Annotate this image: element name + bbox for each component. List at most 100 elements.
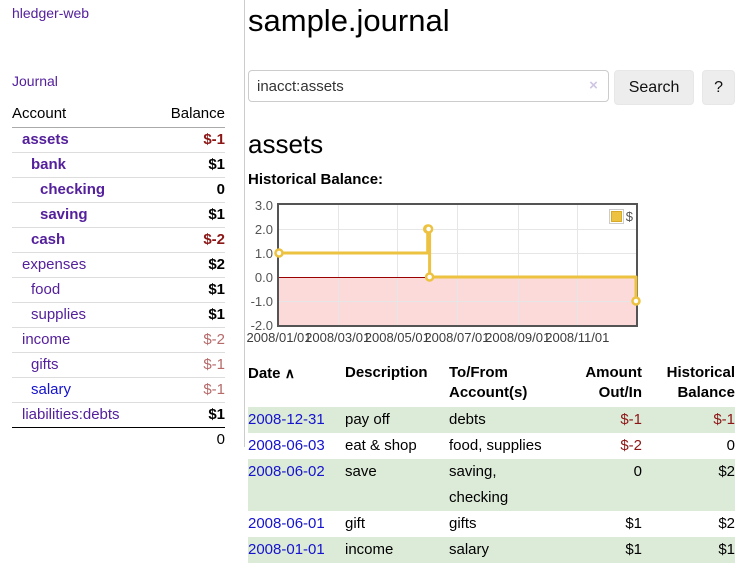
register-balance: $2: [718, 515, 735, 532]
register-row[interactable]: 2008-12-31 pay off debts $-1 $-1: [248, 407, 735, 433]
account-row: food $1: [12, 277, 225, 303]
account-name-cell: checking: [12, 177, 154, 203]
account-row: salary $-1: [12, 377, 225, 403]
data-point: [423, 224, 434, 234]
x-tick-label: 2008/03/01: [305, 330, 371, 345]
register-accounts: food, supplies: [449, 437, 542, 454]
y-tick-label: 3.0: [254, 198, 273, 213]
account-balance: $1: [153, 302, 225, 328]
account-link[interactable]: liabilities:debts: [22, 406, 120, 423]
gridline-v: [577, 205, 579, 325]
register-date-link[interactable]: 2008-06-01: [248, 515, 325, 532]
help-button[interactable]: ?: [702, 70, 735, 105]
account-name-cell: cash: [12, 227, 154, 253]
account-link[interactable]: saving: [40, 206, 88, 223]
register-accounts: salary: [449, 541, 490, 558]
account-link[interactable]: assets: [22, 131, 69, 148]
register-row[interactable]: 2008-06-03 eat & shop food, supplies $-2 0: [248, 433, 735, 459]
accounts-header-balance: Balance: [153, 104, 225, 128]
page-title: sample.journal: [248, 3, 450, 38]
account-link[interactable]: bank: [31, 156, 67, 173]
account-link[interactable]: supplies: [31, 306, 87, 323]
y-tick-label: -1.0: [250, 294, 273, 309]
register-balance: $-1: [713, 411, 735, 428]
y-tick-label: 1.0: [254, 246, 273, 261]
register-description: pay off: [345, 411, 390, 428]
register-row[interactable]: 2008-06-02 save saving, checking 0 $2: [248, 459, 735, 511]
register-accounts: gifts: [449, 515, 477, 532]
register-header-accounts: To/From Account(s): [449, 364, 528, 401]
y-tick-label: -2.0: [250, 318, 273, 333]
account-row: cash $-2: [12, 227, 225, 253]
register-date-link[interactable]: 2008-06-03: [248, 437, 325, 454]
gridline-h: [279, 253, 636, 254]
sidebar: hledger-web Journal Account Balance asse…: [0, 0, 245, 452]
register-header-row: Date ∧ Description To/From Account(s) Am…: [248, 363, 735, 407]
register-date-link[interactable]: 2008-06-02: [248, 463, 325, 480]
gridline-v: [397, 205, 399, 325]
account-link[interactable]: gifts: [31, 356, 59, 373]
account-link[interactable]: checking: [40, 181, 106, 198]
account-name-cell: saving: [12, 202, 154, 228]
data-point: [274, 248, 284, 258]
register-date-cell: 2008-01-01: [248, 537, 345, 563]
account-name-cell: gifts: [12, 352, 154, 378]
account-balance: $-2: [153, 327, 225, 353]
register-header-description: Description: [345, 364, 428, 381]
x-tick-label: 2008/01/01: [246, 330, 312, 345]
register-date-link[interactable]: 2008-12-31: [248, 411, 325, 428]
account-balance: $-1: [153, 352, 225, 378]
accounts-table: Account Balance assets $-1 bank $1 checking 0…: [12, 104, 225, 452]
historical-balance-chart: $ 3.0 2.0 1.0 0.0 -1.0 -2.0 2008/01/01 2008/03…: [246, 199, 735, 349]
account-row: gifts $-1: [12, 352, 225, 378]
y-tick-label: 0.0: [254, 270, 273, 285]
account-balance: $-1: [153, 377, 225, 403]
account-row: checking 0: [12, 177, 225, 203]
register-accounts: debts: [449, 411, 486, 428]
y-tick-label: 2.0: [254, 222, 273, 237]
account-balance: $1: [153, 152, 225, 178]
accounts-header-row: Account Balance: [12, 104, 225, 128]
data-point: [631, 296, 641, 306]
chart-heading: Historical Balance:: [248, 171, 384, 188]
register-table: Date ∧ Description To/From Account(s) Am…: [248, 363, 735, 563]
search-button[interactable]: Search: [613, 70, 695, 105]
register-description: eat & shop: [345, 437, 417, 454]
register-date-cell: 2008-06-03: [248, 433, 345, 459]
register-description: gift: [345, 515, 366, 532]
register-balance: $1: [718, 541, 735, 558]
account-link[interactable]: cash: [31, 231, 66, 248]
register-amount: $-2: [620, 437, 642, 454]
account-row: assets $-1: [12, 128, 225, 153]
account-balance: $-2: [153, 227, 225, 253]
sidebar-item-journal[interactable]: Journal: [12, 73, 58, 89]
account-row: saving $1: [12, 202, 225, 228]
app-title-link[interactable]: hledger-web: [12, 5, 90, 21]
chart-legend: $: [608, 209, 633, 224]
account-row: bank $1: [12, 152, 225, 178]
register-header-amount: Amount Out/In: [585, 364, 642, 401]
register-amount: $-1: [620, 411, 642, 428]
register-balance: $2: [718, 463, 735, 480]
register-row[interactable]: 2008-06-01 gift gifts $1 $2: [248, 511, 735, 537]
search-input[interactable]: [248, 70, 609, 102]
register-header-date[interactable]: Date ∧: [248, 365, 295, 382]
register-date-cell: 2008-06-01: [248, 511, 345, 537]
register-header-balance: Historical Balance: [666, 364, 735, 401]
gridline-v: [457, 205, 458, 325]
main-content: sample.journal × Search ? assets Histori…: [246, 0, 735, 563]
account-link[interactable]: income: [22, 331, 71, 348]
register-description: income: [345, 541, 394, 558]
account-balance: $-1: [203, 131, 225, 148]
register-row[interactable]: 2008-01-01 income salary $1 $1: [248, 537, 735, 563]
account-balance: $1: [153, 402, 225, 428]
clear-search-icon[interactable]: ×: [589, 77, 598, 94]
account-balance: 0: [153, 177, 225, 203]
account-name-cell: salary: [12, 377, 154, 403]
account-link[interactable]: expenses: [22, 256, 87, 273]
account-row: liabilities:debts $1: [12, 402, 225, 428]
account-link[interactable]: salary: [31, 381, 72, 398]
account-link[interactable]: food: [31, 281, 61, 298]
x-tick-label: 2008/05/01: [364, 330, 430, 345]
register-date-link[interactable]: 2008-01-01: [248, 541, 325, 558]
